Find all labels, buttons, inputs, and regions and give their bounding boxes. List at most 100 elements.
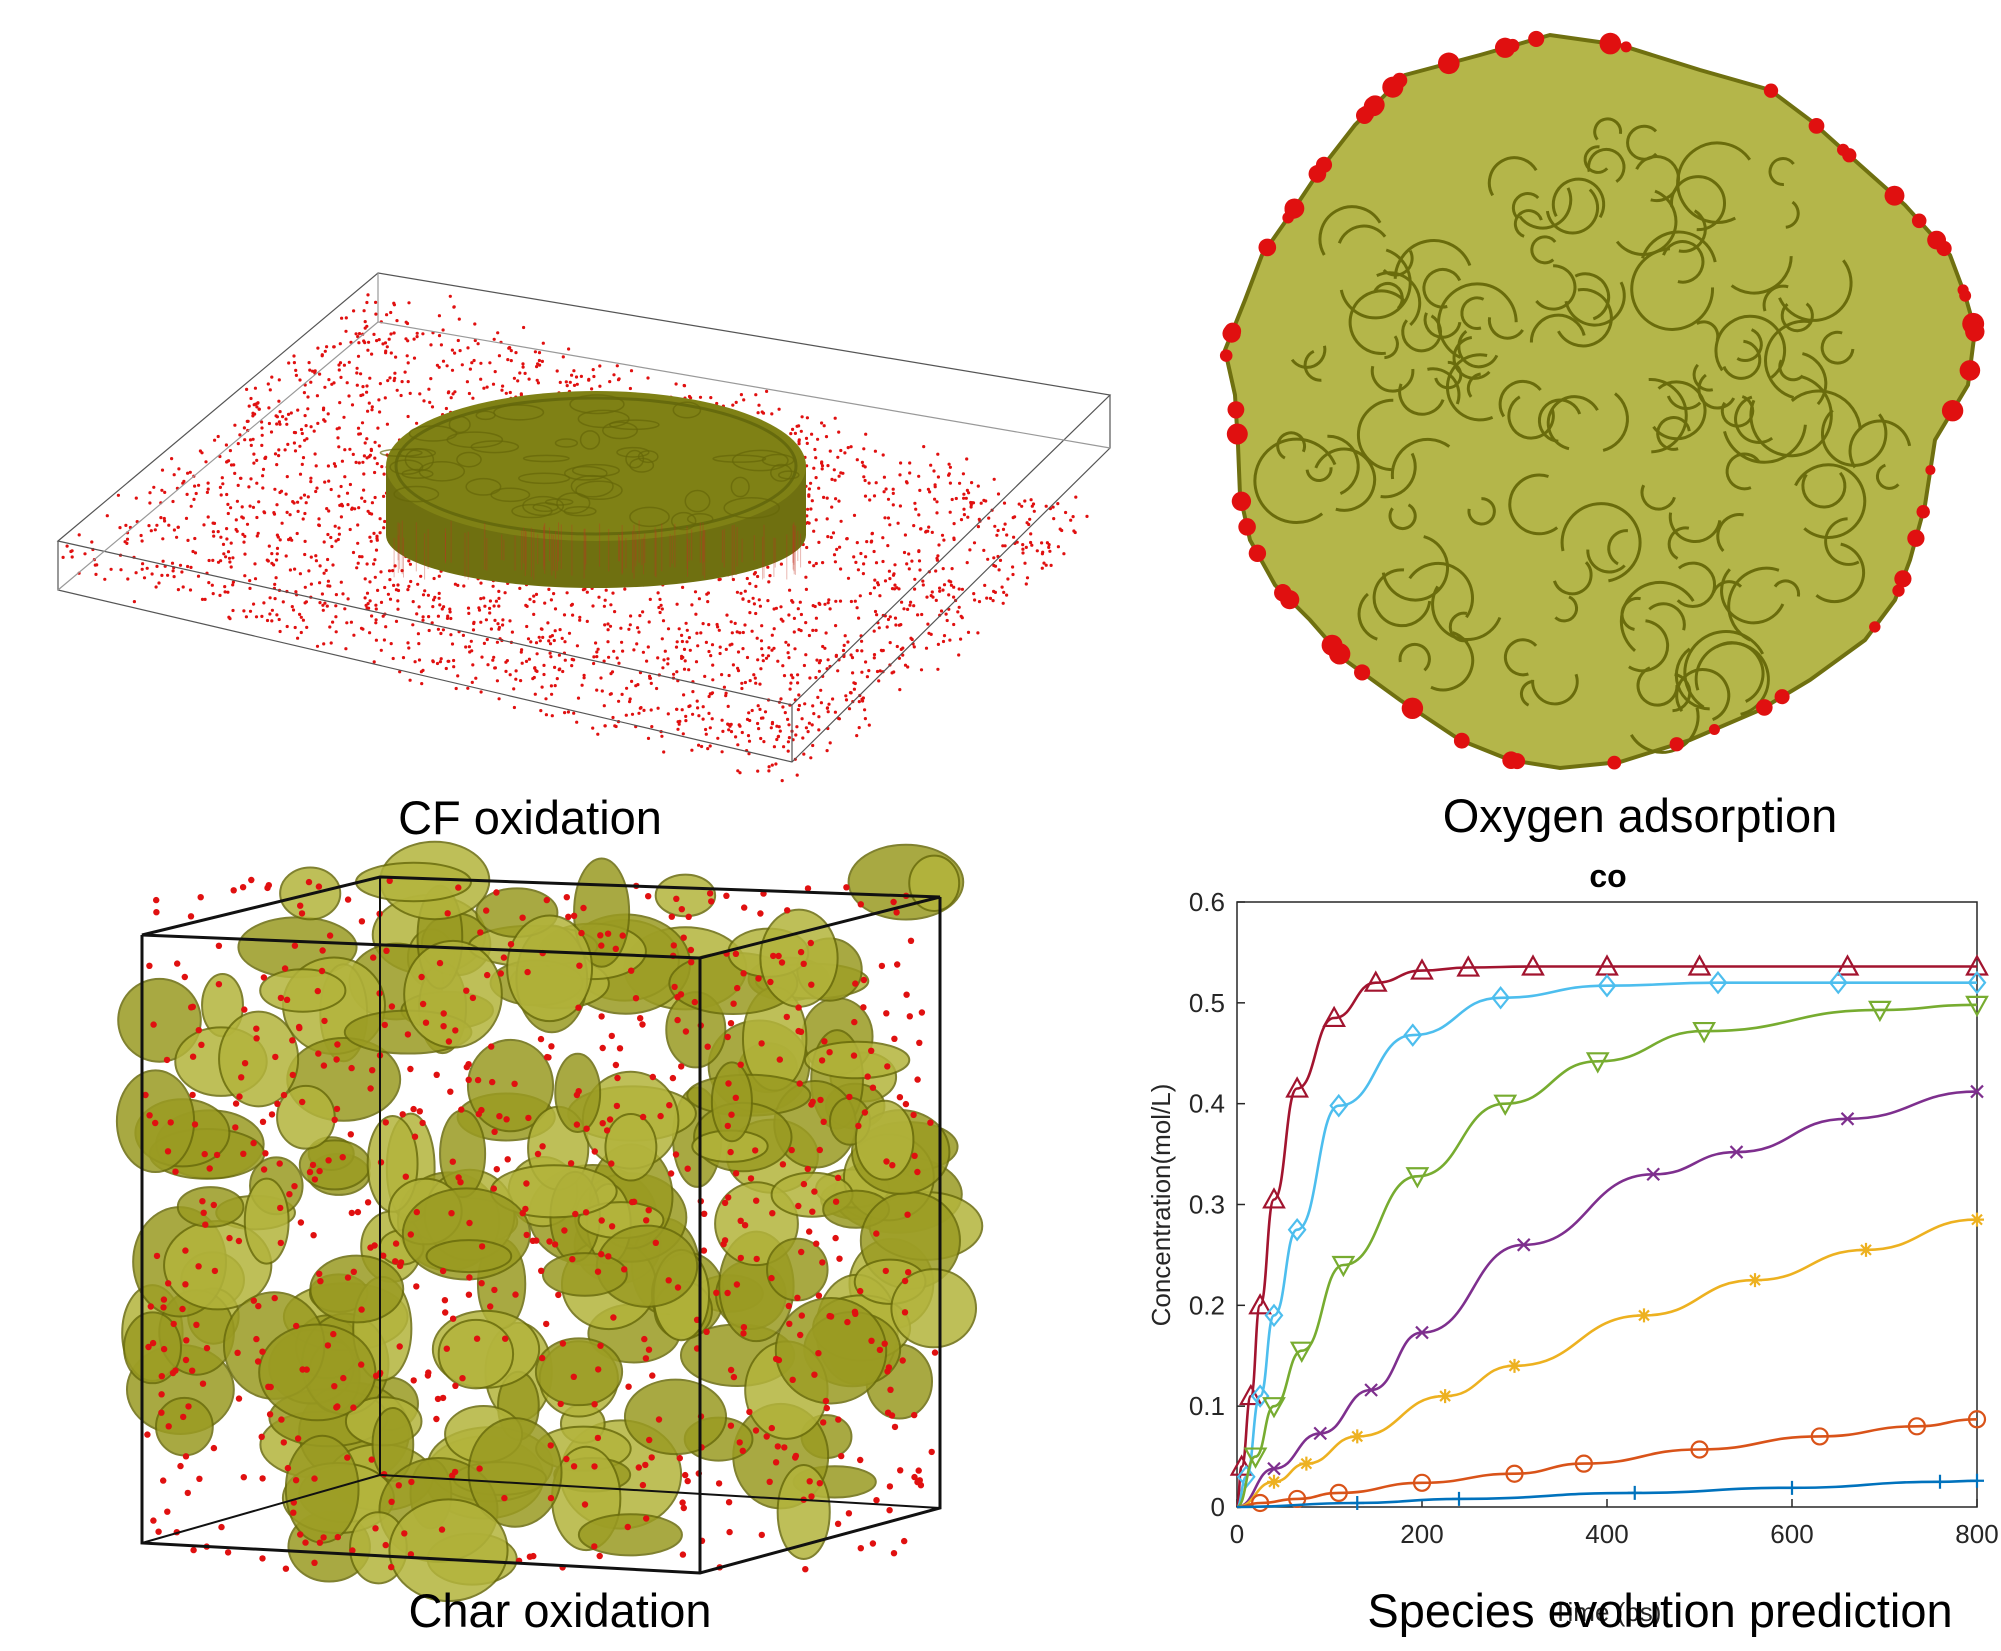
oxygen-dot: [226, 511, 230, 516]
oxygen-dot: [942, 583, 947, 587]
oxygen-dot: [608, 1160, 615, 1167]
oxygen-dot: [798, 1248, 805, 1256]
oxygen-dot: [226, 502, 230, 506]
oxygen-dot: [534, 641, 539, 645]
ribbon: [1619, 580, 1695, 652]
oxygen-dot: [881, 559, 885, 564]
oxygen-dot: [388, 1563, 395, 1571]
oxygen-dot: [1040, 541, 1044, 545]
oxygen-dot: [379, 648, 383, 652]
oxygen-dot: [863, 494, 868, 498]
oxygen-cluster: [1836, 143, 1850, 156]
cf-oxidation-visual: [56, 272, 1112, 783]
oxygen-dot: [337, 363, 341, 367]
oxygen-dot: [448, 294, 452, 298]
oxygen-dot: [368, 376, 372, 380]
series-line-4: [1236, 1090, 1978, 1509]
oxygen-dot: [844, 694, 848, 698]
oxygen-dot: [558, 667, 562, 671]
oxygen-dot: [271, 1294, 278, 1302]
oxygen-dot: [408, 678, 412, 682]
ribbon: [1583, 145, 1609, 174]
oxygen-dot: [561, 355, 565, 359]
oxygen-dot: [366, 409, 370, 413]
ribbon: [1554, 595, 1579, 623]
oxygen-dot: [105, 514, 109, 518]
oxygen-dot: [260, 974, 268, 981]
oxygen-dot: [770, 763, 774, 767]
oxygen-dot: [680, 639, 685, 644]
oxygen-dot: [466, 686, 470, 690]
oxygen-dot: [1023, 499, 1027, 503]
oxygen-dot: [942, 538, 946, 542]
x-tick-label: 0: [1230, 1519, 1244, 1549]
oxygen-dot: [298, 910, 306, 917]
oxygen-dot: [422, 1019, 430, 1026]
oxygen-dot: [381, 1021, 388, 1029]
oxygen-dot: [684, 621, 688, 625]
oxygen-dot: [275, 503, 279, 507]
oxygen-dot: [906, 665, 910, 669]
oxygen-dot: [655, 1416, 663, 1423]
oxygen-dot: [170, 457, 174, 461]
oxygen-dot: [767, 978, 774, 986]
series-line-1: [1235, 965, 1977, 1509]
oxygen-dot: [441, 1297, 449, 1304]
oxygen-dot: [863, 465, 867, 469]
oxygen-dot: [475, 1110, 482, 1118]
oxygen-dot: [538, 639, 542, 643]
oxygen-dot: [491, 1286, 498, 1294]
ribbon: [1876, 463, 1900, 490]
oxygen-dot: [836, 455, 840, 459]
y-tick-label: 0.2: [1189, 1290, 1225, 1320]
oxygen-dot: [582, 1209, 590, 1216]
oxygen-dot: [929, 594, 933, 598]
oxygen-dot: [543, 1053, 551, 1061]
oxygen-dot: [710, 643, 715, 647]
oxygen-dot: [599, 1120, 606, 1127]
oxygen-dot: [638, 614, 642, 618]
ribbon: [1427, 367, 1461, 405]
disk-ring: [408, 425, 458, 442]
ribbon: [1339, 248, 1412, 320]
oxygen-dot: [383, 947, 390, 954]
oxygen-dot: [487, 1303, 494, 1310]
marker-asterisk: [1507, 1358, 1522, 1373]
oxygen-dot: [267, 406, 271, 410]
oxygen-dot: [867, 723, 871, 727]
oxygen-dot: [986, 557, 990, 561]
ribbon: [1662, 240, 1705, 284]
oxygen-dot: [756, 411, 760, 415]
oxygen-dot: [763, 710, 768, 714]
oxygen-dot: [787, 736, 792, 740]
oxygen-dot: [319, 947, 326, 954]
oxygen-dot: [724, 1122, 731, 1130]
oxygen-dot: [368, 631, 372, 635]
oxygen-dot: [591, 1148, 598, 1155]
char-cluster: [710, 1061, 753, 1143]
y-tick-label: 0.1: [1189, 1391, 1225, 1421]
marker-triangle-up: [1965, 954, 1989, 976]
oxygen-dot: [248, 586, 252, 591]
oxygen-dot: [216, 530, 220, 534]
oxygen-dot: [873, 578, 877, 582]
oxygen-dot: [806, 521, 810, 525]
char-cluster: [854, 1099, 915, 1181]
oxygen-dot: [158, 1409, 165, 1416]
oxygen-dot: [226, 550, 231, 554]
oxygen-dot: [230, 887, 237, 894]
oxygen-dot: [891, 487, 895, 491]
oxygen-dot: [757, 910, 764, 917]
oxygen-dot: [826, 1312, 833, 1320]
oxygen-dot: [392, 583, 396, 588]
oxygen-cluster: [1894, 570, 1912, 588]
oxygen-dot: [365, 562, 369, 566]
oxygen-dot: [694, 612, 698, 616]
oxygen-dot: [370, 512, 374, 516]
disk-ring: [686, 513, 714, 525]
oxygen-dot: [472, 358, 476, 363]
oxygen-dot: [585, 590, 589, 594]
oxygen-dot: [484, 618, 488, 622]
oxygen-dot: [1001, 601, 1005, 605]
oxygen-dot: [891, 1423, 899, 1431]
